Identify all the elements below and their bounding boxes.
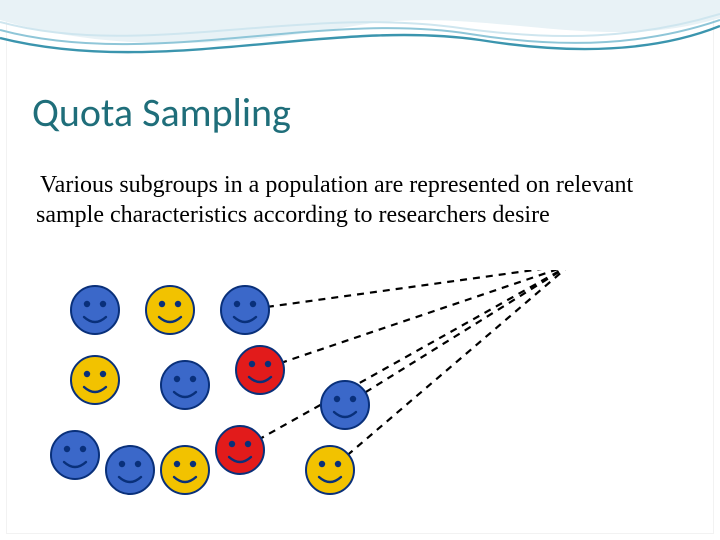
faces-group (51, 286, 369, 494)
selection-line (260, 270, 570, 370)
face-red (236, 346, 284, 394)
face-blue (161, 361, 209, 409)
selection-line (330, 270, 570, 470)
selection-line (245, 270, 570, 310)
face-yellow (71, 356, 119, 404)
face-blue (221, 286, 269, 334)
wave-svg (0, 0, 720, 85)
face-blue (321, 381, 369, 429)
face-blue (71, 286, 119, 334)
face-yellow (306, 446, 354, 494)
face-blue (51, 431, 99, 479)
slide-title: Quota Sampling (32, 88, 291, 137)
bullet-row: Various subgroups in a population are re… (36, 170, 684, 230)
selection-line (345, 270, 570, 405)
selection-lines (240, 270, 570, 470)
header-wave (0, 0, 720, 80)
sampling-diagram (40, 270, 600, 520)
face-blue (106, 446, 154, 494)
face-yellow (146, 286, 194, 334)
face-yellow (161, 446, 209, 494)
bullet-text: Various subgroups in a population are re… (36, 172, 633, 228)
face-red (216, 426, 264, 474)
diagram-svg (40, 270, 600, 520)
